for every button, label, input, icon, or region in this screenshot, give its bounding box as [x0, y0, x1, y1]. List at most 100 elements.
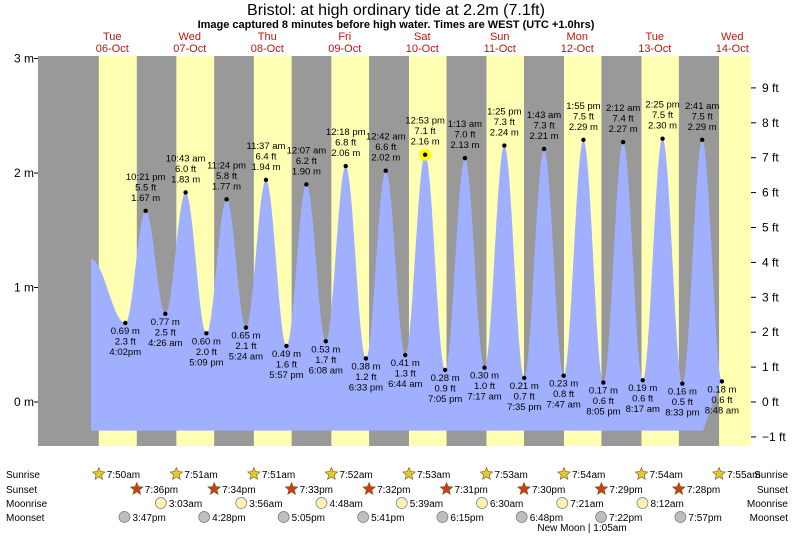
moonrise-moon-icon — [556, 497, 569, 509]
tide-label-low-first: 0.28 m — [431, 373, 460, 384]
tide-label-low-third: 7:05 pm — [428, 394, 462, 405]
tide-point-high — [143, 208, 148, 213]
moonset-time: 5:41pm — [371, 513, 404, 524]
day-name-1: Wed — [179, 31, 201, 43]
tide-label-low-second: 1.7 ft — [315, 355, 336, 366]
sunset-time: 7:33pm — [300, 485, 333, 496]
daylight-band — [719, 56, 751, 446]
tide-label-low-second: 1.3 ft — [395, 369, 416, 380]
moonset-time: 7:22pm — [609, 513, 642, 524]
tide-label-high-second: 5.8 ft — [216, 171, 237, 182]
tide-label-low-first: 0.77 m — [151, 317, 180, 328]
y-left-tick-label: 2 m — [14, 166, 34, 180]
day-name-3: Fri — [338, 31, 351, 43]
tide-label-low-first: 0.69 m — [111, 326, 140, 337]
moonset-moon-icon — [198, 511, 211, 523]
tide-label-high-third: 2.02 m — [371, 153, 400, 164]
tide-label-high-second: 7.5 ft — [692, 111, 713, 122]
tide-label-low-first: 0.49 m — [272, 349, 301, 360]
tide-point-low — [680, 381, 685, 386]
tide-label-high-first: 2:12 am — [606, 103, 640, 114]
tide-point-low — [284, 343, 289, 349]
sunset-time: 7:32pm — [377, 485, 410, 496]
tide-label-low-third: 5:09 pm — [189, 357, 223, 368]
sunrise-time: 7:55am — [727, 470, 760, 481]
tide-label-low-third: 8:17 am — [626, 404, 660, 415]
tide-label-low-first: 0.16 m — [668, 387, 697, 398]
tide-label-low-first: 0.19 m — [628, 383, 657, 394]
y-right-tick-label: 2 ft — [762, 325, 779, 339]
sunset-star-icon — [671, 481, 686, 495]
moonset-time: 4:28pm — [212, 513, 245, 524]
tide-label-low-first: 0.18 m — [707, 384, 736, 395]
tide-label-high-second: 6.8 ft — [335, 138, 356, 149]
tide-label-low-third: 4:02pm — [109, 347, 141, 358]
sunrise-star-icon — [634, 466, 649, 480]
tide-label-high-first: 2:41 am — [685, 101, 719, 112]
day-date-2: 08-Oct — [251, 43, 284, 55]
tide-label-high-third: 1.83 m — [171, 174, 200, 185]
tide-point-high — [263, 177, 269, 183]
tide-label-high-first: 2:25 pm — [645, 100, 679, 111]
moonset-moon-icon — [118, 511, 131, 523]
tide-point-high — [343, 163, 348, 169]
y-right-tick-label: 9 ft — [762, 81, 779, 95]
moonset-time: 6:15pm — [450, 513, 483, 524]
tide-point-low — [323, 339, 329, 344]
tide-labels-layer: 0.69 m2.3 ft4:02pm 10:21 pm5.5 ft1.67 m 0.… — [109, 100, 739, 419]
tide-label-high-second: 6.4 ft — [255, 151, 276, 162]
tide-label-high-second: 7.5 ft — [573, 111, 594, 122]
tide-label-high-third: 2.21 m — [530, 131, 559, 142]
moonrise-moon-icon — [476, 497, 488, 509]
tide-point-low — [719, 379, 725, 384]
tide-point-high — [383, 168, 388, 173]
tide-label-high-second: 7.4 ft — [613, 114, 634, 125]
tide-label-high-first: 11:37 am — [247, 141, 286, 152]
day-date-6: 12-Oct — [561, 43, 594, 55]
tide-label-low-second: 0.6 ft — [593, 396, 614, 407]
sunrise-star-icon — [324, 466, 339, 480]
tide-point-low — [442, 367, 448, 373]
tide-label-high-third: 2.29 m — [569, 122, 598, 133]
tide-point-low — [204, 331, 209, 336]
sunset-time: 7:36pm — [145, 485, 178, 496]
moonset-moon-icon — [674, 511, 687, 523]
tide-curve-layer — [91, 138, 722, 431]
tide-label-low-first: 0.41 m — [391, 358, 420, 369]
day-date-4: 10-Oct — [406, 43, 439, 55]
tide-point-high — [224, 197, 229, 202]
moonrise-moon-icon — [395, 497, 408, 509]
moonrise-moon-icon — [636, 497, 649, 509]
chart-title: Bristol: at high ordinary tide at 2.2m (… — [247, 2, 545, 19]
moonrise-row-label-right: Moonrise — [747, 499, 789, 510]
tide-label-low-second: 2.3 ft — [115, 336, 136, 347]
day-date-7: 13-Oct — [638, 43, 671, 55]
sunrise-row-label-right: Sunrise — [754, 470, 788, 481]
tide-label-high-first: 1:43 am — [527, 110, 561, 121]
tide-label-high-second: 6.0 ft — [175, 164, 196, 175]
sunrise-time: 7:51am — [184, 470, 217, 481]
tide-point-low — [522, 375, 527, 381]
tide-label-high-third: 2.16 m — [411, 137, 440, 148]
moonrise-time: 6:30am — [490, 499, 523, 510]
tide-label-low-third: 6:44 am — [388, 379, 422, 390]
y-left-tick-label: 1 m — [14, 281, 34, 295]
sunset-time: 7:28pm — [687, 485, 720, 496]
moonrise-time: 8:12am — [650, 499, 683, 510]
sunset-time: 7:31pm — [455, 485, 488, 496]
tide-label-low-third: 7:17 am — [467, 392, 501, 403]
tide-label-low-second: 0.6 ft — [632, 394, 653, 405]
day-date-3: 09-Oct — [328, 43, 361, 55]
tide-label-low-first: 0.38 m — [351, 361, 380, 372]
tide-area — [91, 138, 722, 431]
sunset-time: 7:30pm — [532, 485, 565, 496]
tide-point-high — [660, 136, 665, 141]
tide-label-low-third: 8:48 am — [705, 405, 739, 416]
moonrise-row-label-left: Moonrise — [6, 499, 48, 510]
tide-label-high-second: 7.1 ft — [415, 126, 436, 137]
sunset-star-icon — [517, 481, 531, 495]
tide-point-low — [363, 356, 369, 361]
sunrise-star-icon — [557, 466, 571, 480]
tide-label-low-second: 2.5 ft — [155, 327, 176, 338]
